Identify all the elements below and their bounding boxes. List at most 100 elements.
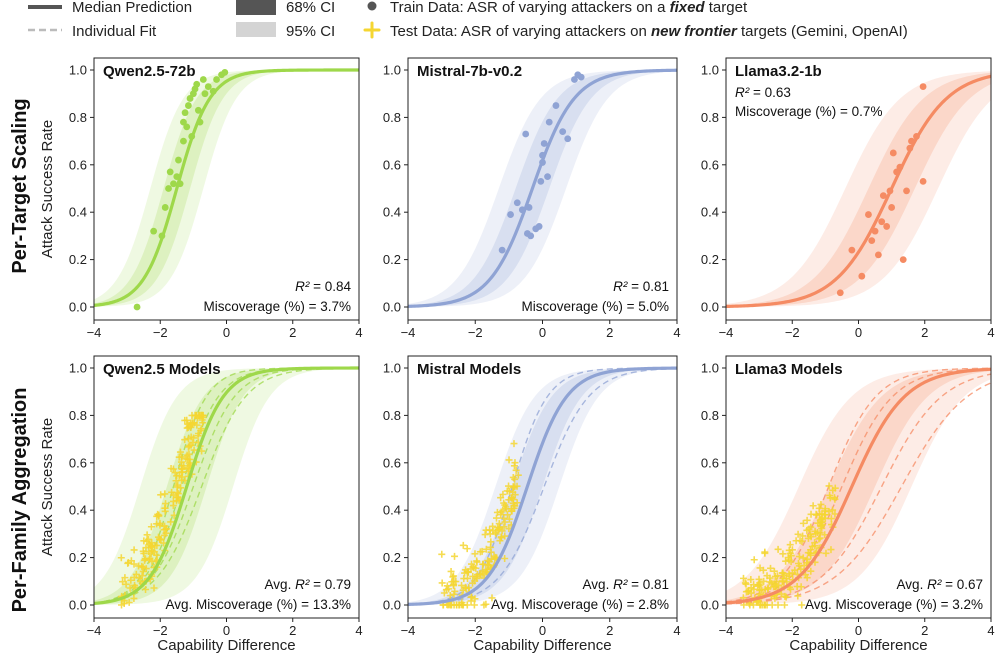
- x-tick-label: 2: [289, 623, 296, 638]
- panel-qwen-family: −4 −2 0 2 4 0.0 0.2 0.4 0.6 0.8 1.0 Qwen2.5 Models A…: [39, 355, 363, 654]
- panel-llama-target: −4 −2 0 2 4 0.0 0.2 0.4 0.6 0.8 1.0 Llama3.2-1b R² =…: [701, 57, 995, 340]
- y-tick-label: 0.4: [701, 503, 719, 518]
- test-point: [510, 440, 518, 448]
- test-point: [808, 542, 816, 550]
- test-point: [482, 545, 490, 553]
- y-tick-label: 0.0: [701, 300, 719, 315]
- train-point: [865, 211, 872, 218]
- test-point: [147, 523, 155, 531]
- test-point: [497, 534, 505, 542]
- train-point: [201, 90, 209, 98]
- y-tick-label: 0.2: [383, 252, 401, 267]
- test-point: [184, 424, 192, 432]
- test-point: [511, 459, 519, 467]
- train-point: [522, 130, 530, 138]
- panel-title: Llama3.2-1b: [735, 63, 822, 80]
- ci68-band: [408, 368, 677, 605]
- train-point: [199, 76, 207, 83]
- r2-annotation: Avg. R² = 0.79: [265, 577, 351, 592]
- test-point: [153, 541, 161, 549]
- train-point: [170, 180, 177, 188]
- y-tick-label: 0.4: [383, 205, 401, 220]
- test-point: [489, 527, 497, 535]
- x-tick-label: −2: [153, 325, 168, 340]
- test-point: [130, 546, 138, 554]
- test-point: [501, 532, 509, 540]
- test-point: [160, 531, 168, 539]
- train-point: [571, 76, 578, 83]
- ci68-band: [726, 368, 991, 605]
- test-point: [803, 555, 811, 563]
- test-point: [798, 601, 806, 609]
- test-point: [782, 593, 790, 601]
- test-point: [827, 546, 835, 554]
- test-point: [771, 583, 779, 591]
- train-point: [537, 177, 545, 185]
- test-point: [438, 550, 446, 558]
- test-point: [785, 570, 793, 578]
- test-point: [500, 514, 508, 522]
- test-point: [803, 574, 811, 582]
- train-point: [539, 151, 546, 159]
- test-point: [501, 518, 509, 526]
- test-point: [176, 448, 184, 456]
- test-point: [750, 556, 758, 564]
- train-point: [209, 87, 217, 95]
- train-point: [874, 251, 882, 259]
- test-point: [157, 491, 165, 499]
- legend-median-label: Median Prediction: [72, 0, 192, 16]
- x-tick-label: 0: [223, 325, 230, 340]
- test-point: [150, 584, 158, 592]
- test-point: [770, 567, 778, 575]
- train-point: [133, 303, 141, 311]
- y-tick-label: 0.8: [701, 110, 719, 125]
- test-point: [173, 483, 181, 491]
- train-point: [518, 206, 526, 214]
- test-point: [197, 427, 205, 435]
- test-point: [742, 588, 750, 596]
- ci95-band: [408, 70, 677, 307]
- miscoverage-annotation: Avg. Miscoverage (%) = 13.3%: [166, 597, 351, 612]
- test-point: [807, 523, 815, 531]
- y-tick-label: 0.2: [69, 550, 87, 565]
- x-tick-label: −4: [87, 325, 102, 340]
- x-tick-label: −2: [785, 623, 800, 638]
- panel-title: Qwen2.5 Models: [103, 361, 221, 378]
- test-point: [794, 530, 802, 538]
- x-tick-label: −4: [401, 623, 416, 638]
- test-point: [448, 578, 456, 586]
- test-point: [797, 565, 805, 573]
- train-point: [919, 83, 927, 90]
- x-tick-label: 0: [855, 623, 862, 638]
- x-tick-label: 2: [606, 623, 613, 638]
- test-point: [138, 572, 146, 580]
- individual-fit-1: [726, 367, 991, 604]
- test-point: [467, 593, 475, 601]
- test-point: [471, 595, 479, 603]
- train-point: [221, 68, 229, 76]
- legend: Median Prediction Individual Fit 68% CI …: [28, 0, 908, 40]
- test-point: [493, 508, 501, 516]
- row-label-per-target: Per-Target Scaling: [9, 98, 31, 273]
- train-point: [559, 128, 567, 136]
- test-point: [505, 515, 513, 523]
- x-tick-label: 0: [855, 325, 862, 340]
- train-point: [888, 204, 896, 211]
- y-tick-label: 0.0: [69, 300, 87, 315]
- test-point: [139, 567, 147, 575]
- test-point: [502, 505, 510, 513]
- test-point: [813, 511, 821, 519]
- x-tick-label: −4: [87, 623, 102, 638]
- ci95-band: [726, 71, 991, 307]
- train-point: [564, 135, 572, 143]
- test-point: [503, 487, 511, 495]
- test-point: [161, 522, 169, 530]
- test-point: [199, 411, 207, 419]
- train-point: [908, 137, 915, 145]
- train-point: [180, 118, 187, 126]
- test-point: [829, 506, 837, 514]
- x-tick-label: 4: [673, 325, 680, 340]
- test-point: [512, 466, 520, 474]
- test-point: [511, 491, 519, 499]
